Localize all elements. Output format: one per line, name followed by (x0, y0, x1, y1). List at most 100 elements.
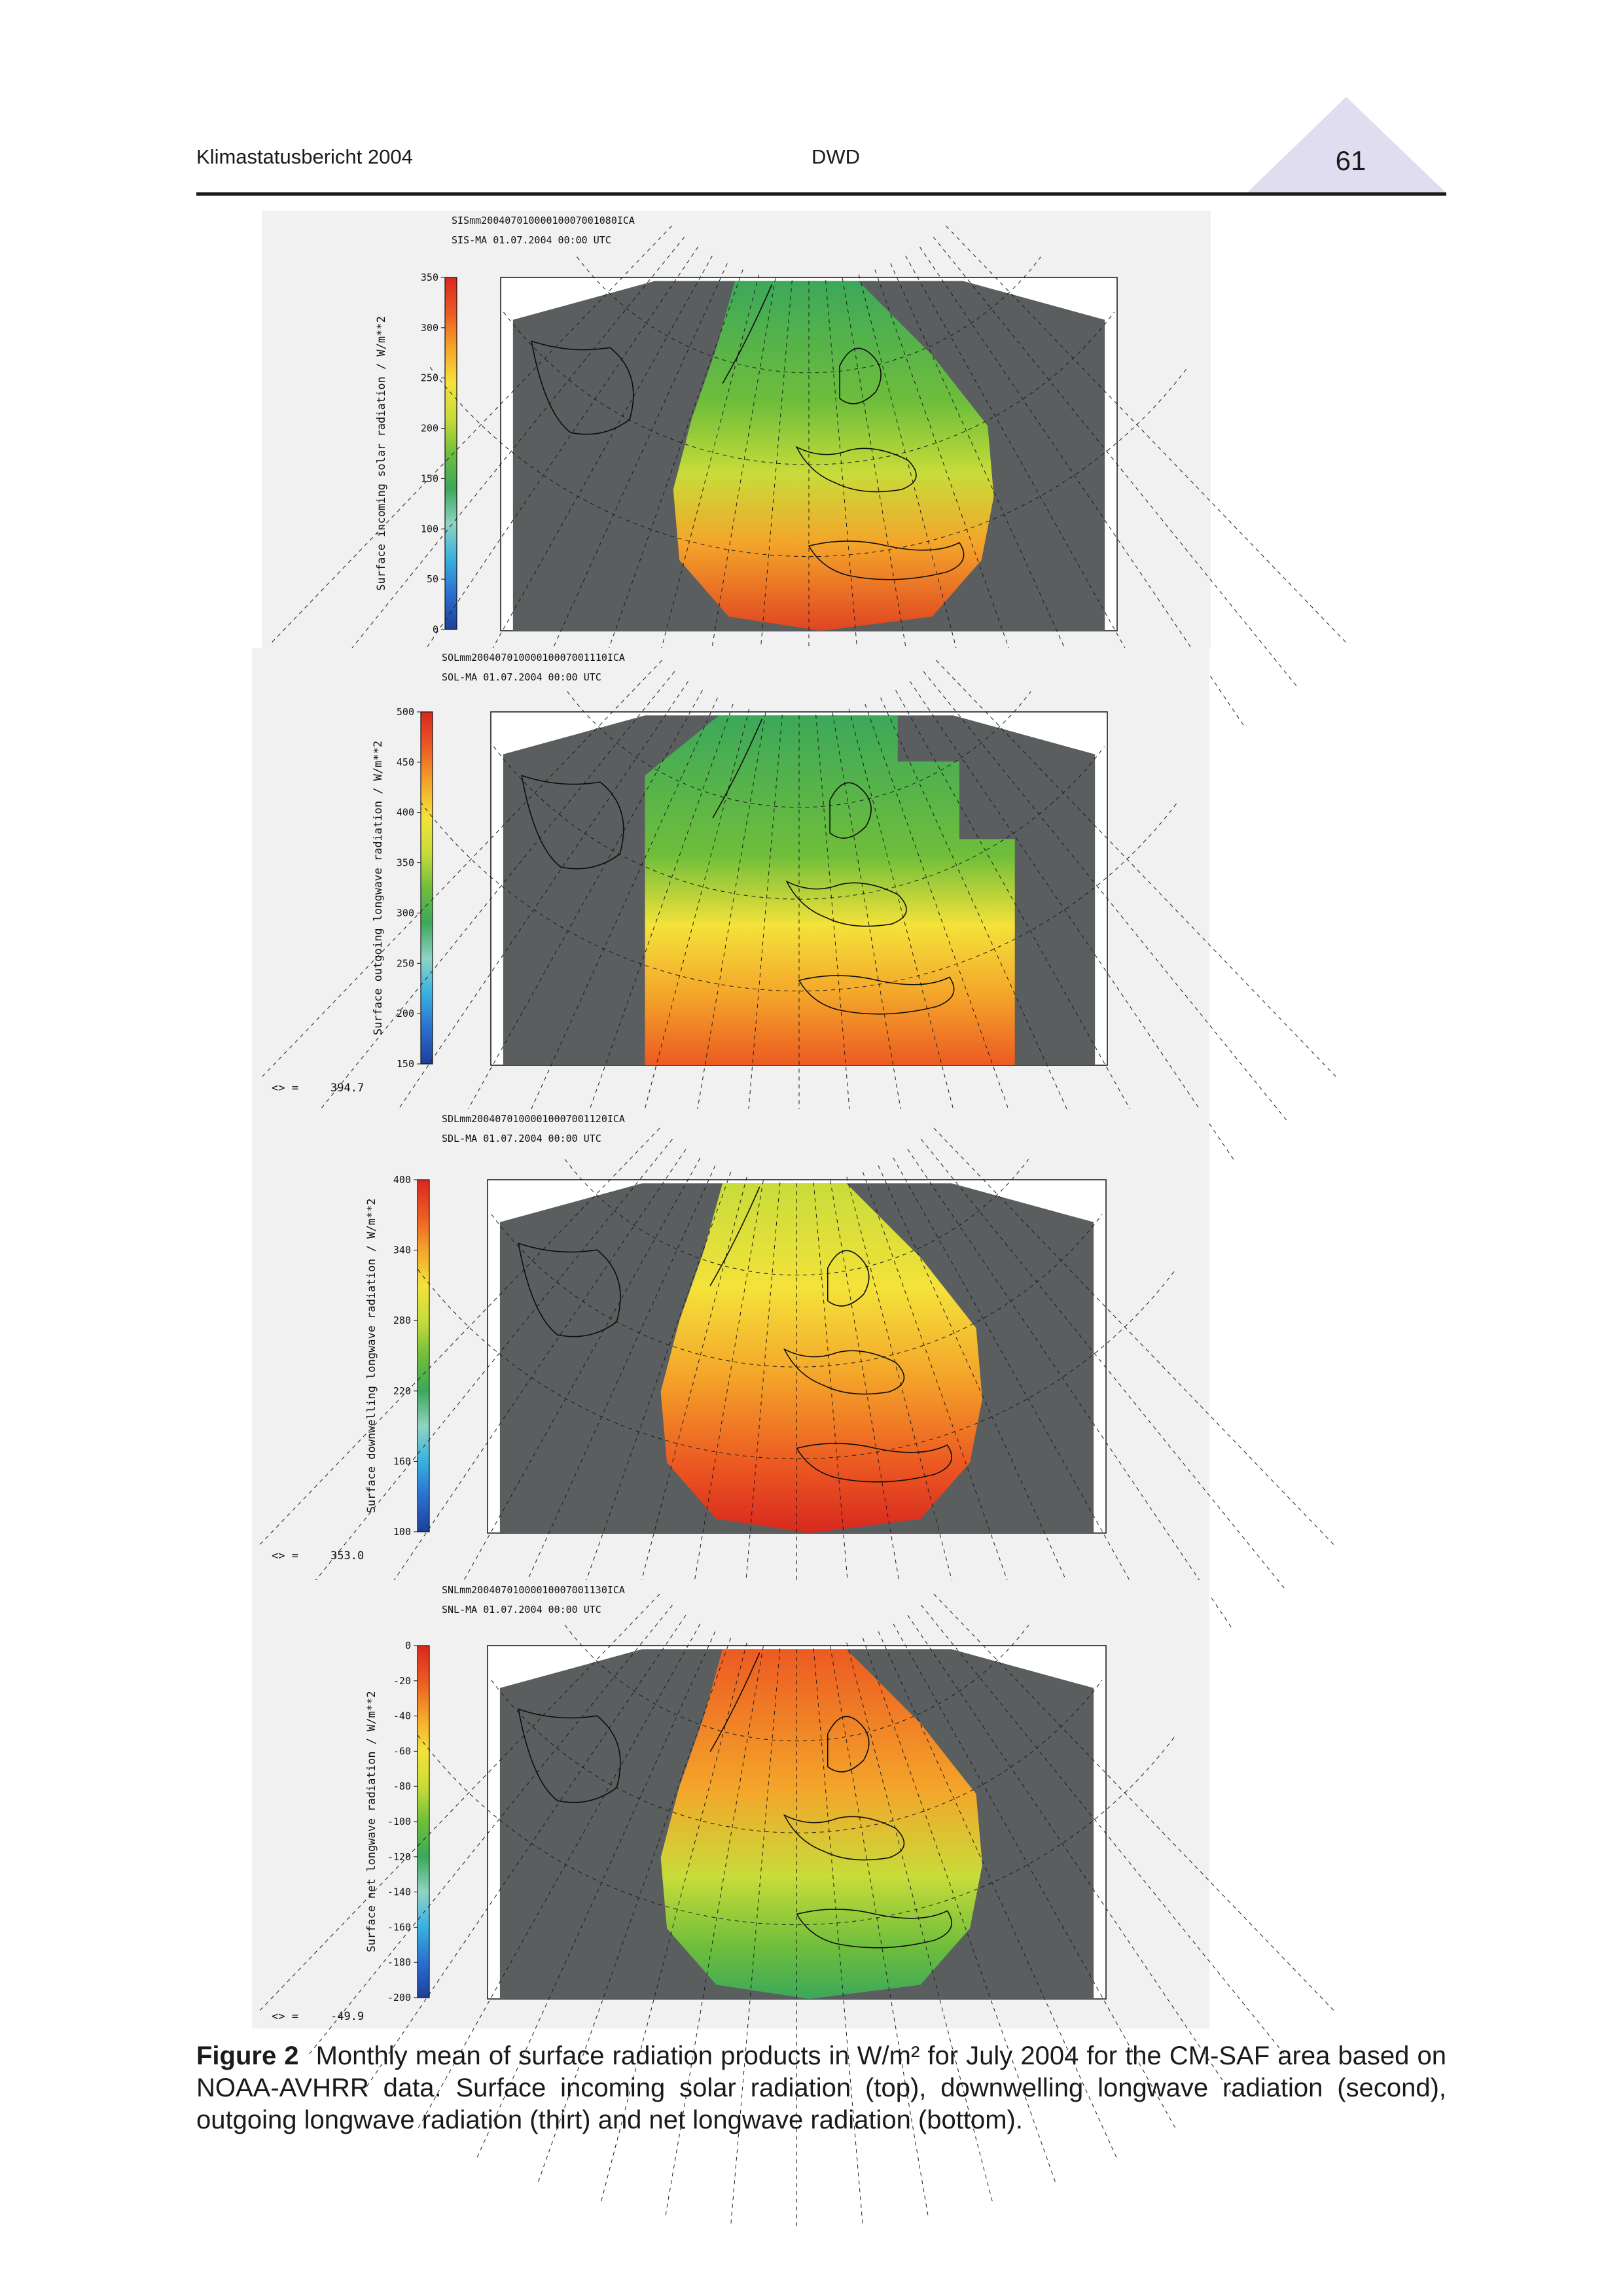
coastline (783, 1814, 905, 1861)
coastline (827, 1716, 870, 1773)
colorbar (420, 711, 433, 1065)
graticule-meridian (910, 681, 1236, 1162)
figure-panel-sdl: SDLmm20040701000010007001120ICA SDL-MA 01… (252, 1109, 1336, 1763)
map-plot (258, 1127, 1336, 1763)
colorbar-tick-label: -100 (387, 1816, 411, 1828)
mean-value: -49.9 (330, 2010, 364, 2023)
colorbar-tick-label: -120 (387, 1851, 411, 1863)
colorbar-tick-label: 250 (421, 372, 438, 384)
graticule-meridian (919, 247, 1245, 728)
coastline (785, 880, 907, 927)
colorbar-tick-label: -80 (393, 1780, 411, 1792)
graticule-meridian (893, 1157, 1177, 1665)
graticule-meridian (921, 1139, 1286, 1591)
colorbar-tick-label: -180 (387, 1956, 411, 1968)
graticule-parallel (564, 1159, 1029, 1276)
colorbar-tick-label: -140 (387, 1886, 411, 1898)
mean-value: 353.0 (330, 1549, 364, 1563)
colorbar-tick-label: 450 (397, 756, 414, 768)
graticule-meridian (537, 1171, 732, 1719)
product-filename: SISmm20040701000010007001080ICA (452, 215, 635, 226)
colorbar-tick-label: 220 (393, 1385, 411, 1397)
colorbar-tick-label: 200 (397, 1008, 414, 1019)
panel-figure: SOLmm20040701000010007001110ICA SOL-MA 01… (260, 652, 1338, 1295)
graticule-parallel (419, 801, 1179, 992)
product-filename: SOLmm20040701000010007001110ICA (442, 652, 625, 663)
mean-label: <> = (272, 1549, 298, 1563)
colorbar-tick-label: 250 (397, 957, 414, 969)
graticule-parallel (429, 366, 1188, 557)
graticule-meridian (936, 660, 1338, 1079)
graticule-meridian (893, 1623, 1177, 2130)
figure-caption-text: Monthly mean of surface radiation produc… (196, 2041, 1446, 2134)
graticule-meridian (933, 1127, 1336, 1547)
panel-figure: SISmm20040701000010007001080ICA SIS-MA 01… (270, 215, 1348, 860)
graticule-meridian (665, 1646, 764, 2217)
graticule-meridian (907, 1149, 1233, 1630)
header-rule (196, 192, 1446, 196)
graticule-meridian (878, 1631, 1118, 2160)
graticule-meridian (730, 1648, 781, 2226)
map-data-field (645, 715, 1015, 1065)
graticule-meridian (813, 1648, 863, 2226)
colorbar-tick-label: 50 (427, 573, 438, 585)
graticule-meridian (858, 274, 1006, 836)
graticule-meridian (946, 225, 1348, 645)
graticule-meridian (830, 1646, 929, 2217)
graticule-meridian (361, 1149, 687, 1630)
colorbar-tick-label: 350 (397, 857, 414, 869)
graticule-meridian (417, 1157, 701, 1665)
graticule-meridian (933, 1593, 1336, 2013)
coastline (795, 446, 917, 493)
colorbar-tick-label: 0 (405, 1640, 411, 1651)
graticule-meridian (921, 1604, 1286, 2057)
colorbar (417, 1645, 430, 1998)
figure-panel-sis: SISmm20040701000010007001080ICA SIS-MA 01… (262, 211, 1348, 860)
colorbar-tick-label: 0 (433, 624, 438, 635)
figure-panel-snl: SNLmm20040701000010007001130ICA SNL-MA 01… (252, 1580, 1336, 2229)
graticule-meridian (488, 263, 728, 792)
graticule-parallel (564, 1625, 1029, 1742)
colorbar-tick-label: 400 (397, 807, 414, 819)
graticule-meridian (270, 225, 672, 645)
graticule-meridian (848, 709, 996, 1270)
graticule-meridian (933, 236, 1298, 688)
graticule-meridian (308, 1604, 673, 2057)
mean-value: 394.7 (330, 1082, 364, 1095)
coastline (796, 1443, 952, 1483)
graticule-meridian (476, 1631, 716, 2160)
coastline (518, 1708, 621, 1803)
colorbar-tick-label: -60 (393, 1745, 411, 1757)
colorbar-tick-label: 500 (397, 706, 414, 718)
colorbar-label: Surface outgoing longwave radiation / W/… (372, 741, 385, 1035)
colorbar-tick-label: 300 (397, 907, 414, 919)
colorbar-tick-label: 300 (421, 322, 438, 334)
mean-label: <> = (272, 1082, 298, 1095)
colorbar-tick-label: 150 (397, 1058, 414, 1070)
coastline (518, 1243, 621, 1337)
colorbar-label: Surface net longwave radiation / W/m**2 (365, 1691, 378, 1952)
coastline (709, 1652, 760, 1752)
coastline (709, 1186, 760, 1286)
map-plot (260, 660, 1338, 1295)
graticule-meridian (363, 681, 688, 1162)
map-data-field (660, 1183, 982, 1533)
colorbar-tick-label: 100 (421, 523, 438, 535)
graticule-meridian (258, 1593, 660, 2013)
graticule-meridian (874, 269, 1069, 817)
colorbar-tick-label: 160 (393, 1455, 411, 1467)
graticule-meridian (429, 255, 713, 762)
graticule-meridian (372, 247, 698, 728)
coastline (783, 1348, 905, 1395)
product-filename: SDLmm20040701000010007001120ICA (442, 1113, 625, 1125)
graticule-parallel (567, 691, 1031, 808)
coastline (531, 340, 634, 435)
graticule-meridian (260, 660, 662, 1079)
colorbar (417, 1179, 430, 1532)
coastline (808, 540, 965, 580)
graticule-meridian (865, 703, 1059, 1251)
colorbar-tick-label: -200 (387, 1992, 411, 2004)
colorbar-tick-label: 200 (421, 423, 438, 434)
coastline (827, 1250, 870, 1307)
colorbar-label: Surface incoming solar radiation / W/m**… (375, 316, 388, 591)
